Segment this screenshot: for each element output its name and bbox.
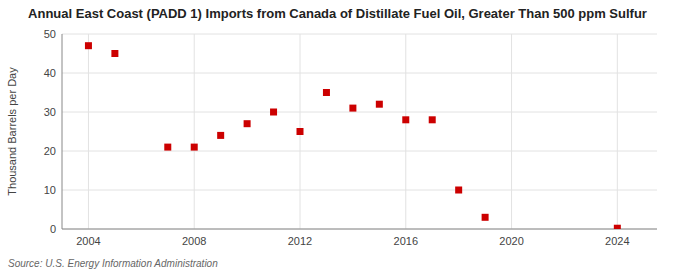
grid-line <box>511 34 512 229</box>
tick-label: 40 <box>44 67 56 79</box>
points <box>85 42 621 229</box>
point <box>402 116 409 123</box>
point <box>429 116 436 123</box>
tick-label: 2004 <box>76 235 100 247</box>
y-axis <box>62 34 63 229</box>
grid-line <box>405 34 406 229</box>
chart: Annual East Coast (PADD 1) Imports from … <box>0 0 675 275</box>
grid-line <box>617 34 618 229</box>
point <box>85 42 92 49</box>
point <box>217 132 224 139</box>
tick-label: 30 <box>44 106 56 118</box>
grid-line <box>88 34 89 229</box>
tick-label: 2020 <box>499 235 523 247</box>
point <box>614 225 621 229</box>
point <box>164 144 171 151</box>
tick-label: 0 <box>50 223 56 235</box>
grid-line <box>194 34 195 229</box>
tick-label: 2012 <box>288 235 312 247</box>
point <box>455 187 462 194</box>
y-axis-label: Thousand Barrels per Day <box>6 67 18 196</box>
x-axis <box>62 229 657 230</box>
tick-label: 2008 <box>182 235 206 247</box>
grid-line <box>62 229 657 230</box>
tick-label: 10 <box>44 184 56 196</box>
grid-line <box>62 112 657 113</box>
title-line: Annual East Coast (PADD 1) Imports from … <box>28 6 647 21</box>
grid-line <box>62 73 657 74</box>
tick-label: 2016 <box>394 235 418 247</box>
source: Source: U.S. Energy Information Administ… <box>8 258 218 269</box>
point <box>111 50 118 57</box>
point <box>376 101 383 108</box>
tick-label: 50 <box>44 28 56 40</box>
title: Annual East Coast (PADD 1) Imports from … <box>28 6 647 21</box>
point <box>297 128 304 135</box>
point <box>270 109 277 116</box>
point <box>323 89 330 96</box>
grid-line <box>62 34 657 35</box>
grid-line <box>62 151 657 152</box>
point <box>349 105 356 112</box>
grid-line <box>62 190 657 191</box>
point <box>191 144 198 151</box>
point <box>482 214 489 221</box>
point <box>244 120 251 127</box>
tick-label: 20 <box>44 145 56 157</box>
tick-label: 2024 <box>605 235 629 247</box>
